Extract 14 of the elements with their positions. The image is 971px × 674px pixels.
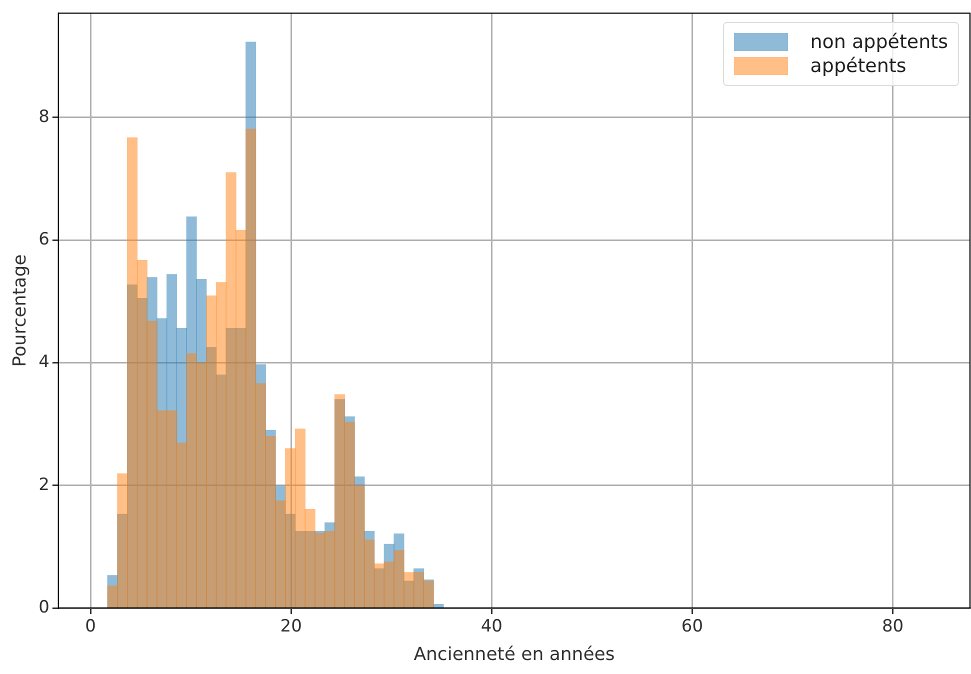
- y-tick-label: 8: [38, 106, 50, 127]
- legend-label: appétents: [810, 55, 906, 77]
- y-axis-title: Pourcentage: [9, 254, 30, 367]
- y-tick-label: 6: [38, 230, 50, 250]
- x-axis-title: Ancienneté en années: [414, 644, 615, 665]
- x-tick-label: 40: [480, 616, 502, 637]
- legend-label: non appétents: [810, 31, 948, 53]
- y-tick-label: 2: [38, 474, 50, 495]
- x-tick-label: 80: [882, 616, 904, 637]
- x-tick-label: 0: [85, 616, 96, 637]
- x-tick-label: 20: [280, 616, 302, 637]
- x-tick-label: 60: [681, 616, 704, 637]
- y-tick-label: 4: [38, 352, 50, 372]
- y-tick-label: 0: [38, 597, 50, 618]
